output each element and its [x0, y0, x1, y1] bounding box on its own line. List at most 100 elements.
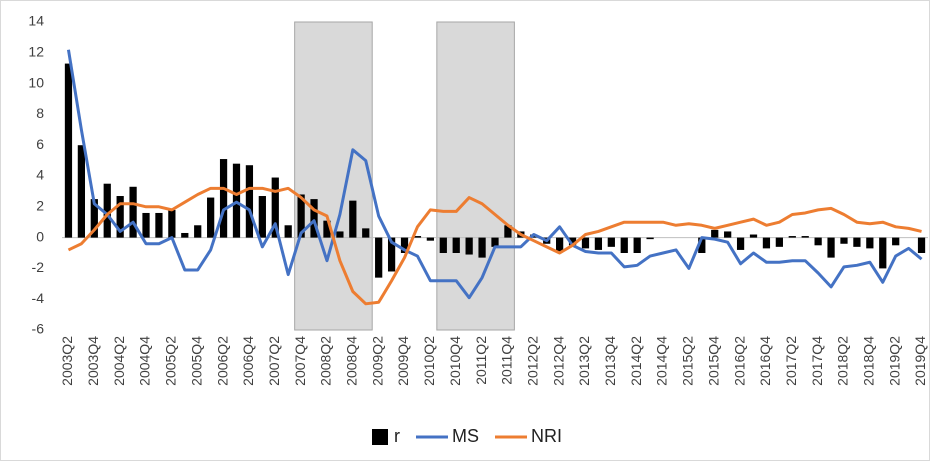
x-tick-label: 2012Q4 [550, 336, 566, 386]
bar [232, 163, 241, 238]
bar [788, 236, 796, 238]
y-tick-label: -2 [32, 259, 45, 275]
bar [465, 237, 473, 255]
line [67, 186, 922, 306]
bar [194, 225, 202, 238]
y-tick-label: -4 [32, 290, 45, 306]
bar [633, 237, 641, 253]
bar [129, 186, 137, 238]
y-tick-label: 8 [36, 105, 44, 121]
shaded-period [436, 21, 515, 331]
bar [866, 237, 874, 249]
x-tick-label: 2007Q2 [266, 336, 282, 386]
bar [297, 194, 305, 238]
bar [840, 237, 848, 244]
x-tick-label: 2010Q4 [447, 336, 463, 386]
bar [724, 231, 732, 238]
bar [310, 199, 318, 238]
x-tick-label: 2003Q4 [85, 336, 101, 386]
bar [879, 237, 887, 269]
x-tick-label: 2011Q2 [473, 336, 489, 385]
x-tick-label: 2012Q2 [524, 336, 540, 386]
bar [698, 237, 706, 253]
bar [168, 209, 176, 238]
x-tick-label: 2008Q2 [318, 336, 334, 386]
bar [142, 212, 150, 238]
x-tick-label: 2018Q4 [861, 336, 877, 386]
bar [284, 225, 292, 238]
x-tick-label: 2004Q2 [111, 336, 127, 386]
y-tick-label: 0 [36, 228, 44, 244]
x-tick-label: 2014Q2 [628, 336, 644, 386]
bar [452, 237, 460, 253]
x-tick-label: 2005Q2 [163, 336, 179, 386]
legend-label: NRI [531, 426, 562, 446]
x-tick-label: 2013Q2 [576, 336, 592, 386]
bar [504, 225, 512, 238]
bar [323, 220, 331, 238]
bar [362, 228, 370, 238]
y-tick-label: 2 [36, 198, 44, 214]
x-tick-label: 2017Q2 [783, 336, 799, 386]
bar [207, 197, 215, 238]
x-tick-label: 2007Q4 [292, 336, 308, 386]
bar [413, 236, 422, 238]
bar [607, 237, 615, 247]
bar [245, 165, 254, 238]
bar [892, 237, 900, 246]
bar [749, 234, 758, 238]
bar [556, 237, 564, 252]
bar [917, 237, 926, 253]
bar [711, 229, 719, 238]
bar [349, 200, 357, 238]
x-tick-label: 2019Q4 [912, 336, 928, 386]
x-tick-label: 2006Q4 [240, 336, 256, 386]
bar [400, 237, 409, 253]
x-tick-label: 2009Q4 [395, 336, 411, 386]
y-tick-label: 12 [28, 44, 44, 60]
legend-label: MS [452, 426, 479, 446]
bar [77, 145, 86, 238]
x-tick-label: 2015Q2 [680, 336, 696, 386]
bar [491, 237, 499, 247]
x-tick-label: 2015Q4 [705, 336, 721, 386]
y-tick-label: 6 [36, 136, 44, 152]
bar [581, 237, 590, 249]
bar [181, 232, 189, 238]
bar [387, 237, 396, 272]
x-tick-label: 2019Q2 [886, 336, 902, 386]
x-tick-label: 2004Q4 [137, 336, 153, 386]
x-tick-label: 2018Q2 [835, 336, 851, 386]
x-tick-label: 2010Q2 [421, 336, 437, 386]
bar [258, 196, 266, 238]
shaded-period [294, 21, 373, 331]
x-tick-label: 2009Q2 [369, 336, 385, 386]
bar [439, 237, 447, 253]
y-tick-label: 10 [28, 74, 44, 90]
bar [90, 199, 98, 238]
line [66, 49, 923, 300]
bar [271, 177, 279, 238]
bar [775, 237, 783, 247]
x-tick-label: 2016Q4 [757, 336, 773, 386]
bar [801, 236, 809, 238]
x-tick-label: 2005Q4 [188, 336, 204, 386]
bar [375, 237, 383, 278]
x-tick-label: 2017Q4 [809, 336, 825, 386]
bar [64, 63, 73, 238]
legend-swatch [372, 429, 388, 445]
bar [736, 237, 745, 250]
bar [103, 183, 111, 238]
bar [336, 231, 344, 238]
x-tick-label: 2014Q4 [654, 336, 670, 386]
x-tick-label: 2016Q2 [731, 336, 747, 386]
bar [568, 237, 577, 246]
x-tick-label: 2003Q2 [59, 336, 75, 386]
y-tick-label: 14 [28, 13, 44, 29]
x-tick-label: 2006Q2 [214, 336, 230, 386]
bar [426, 237, 434, 241]
y-tick-label: 4 [36, 167, 44, 183]
bar [853, 237, 861, 247]
y-tick-label: -6 [32, 321, 45, 337]
bar [762, 237, 771, 249]
